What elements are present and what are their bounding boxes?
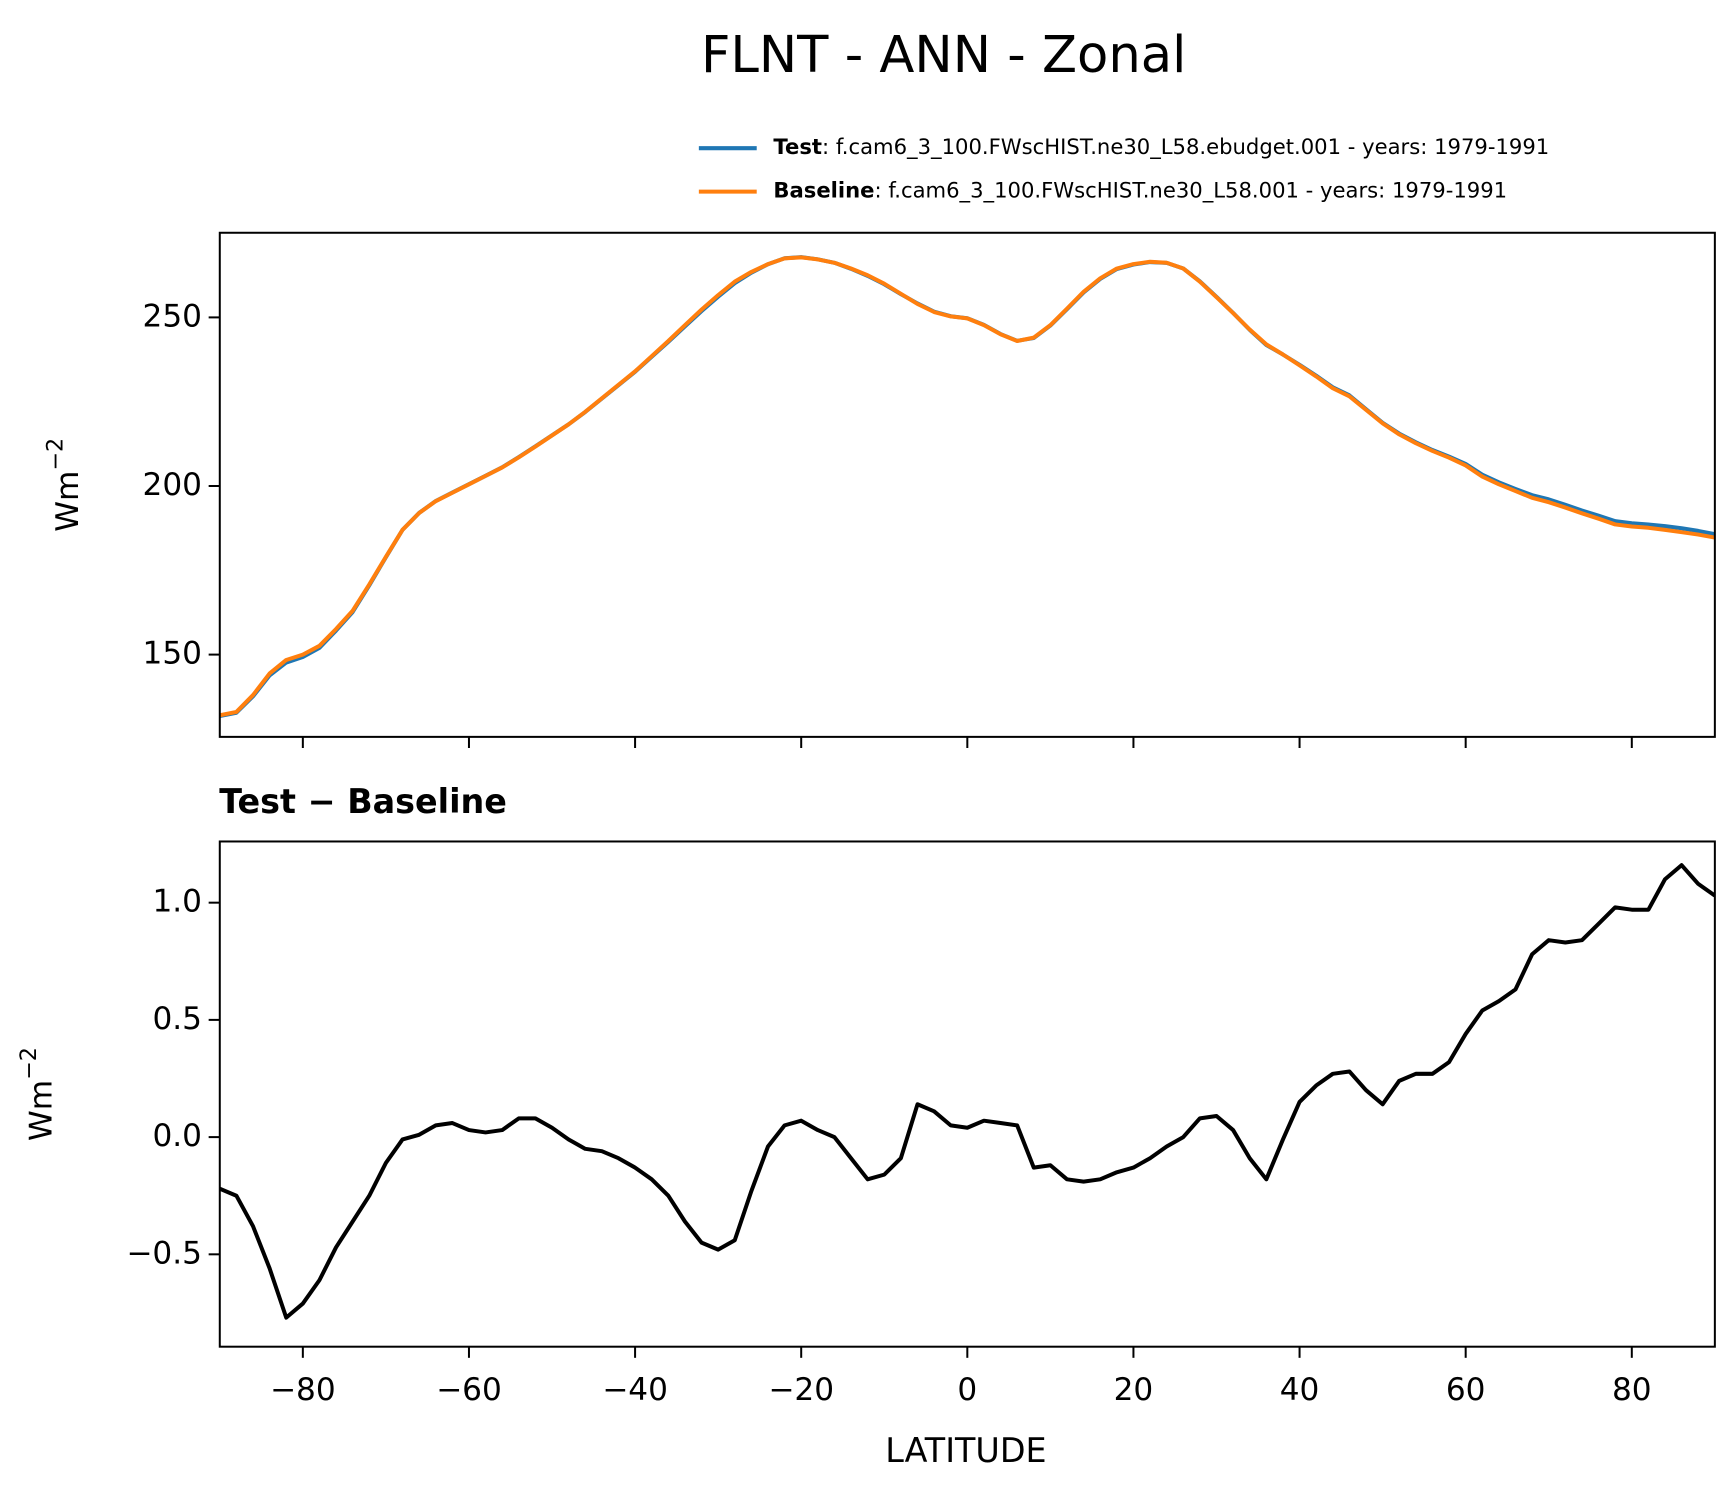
data-line — [219, 863, 1715, 1320]
x-tick-label: 0 — [957, 1372, 977, 1408]
legend-source: : f.cam6_3_100.FWscHIST.ne30_L58.ebudget… — [822, 134, 1549, 160]
subtitle: Test − Baseline — [219, 782, 507, 821]
y-tick-label: −0.5 — [126, 1235, 202, 1271]
x-tick-label: 80 — [1612, 1372, 1652, 1408]
x-tick-label: −60 — [436, 1372, 502, 1408]
y-axis-label-base: Wm — [50, 471, 86, 532]
x-tick-label: −20 — [768, 1372, 834, 1408]
data-line — [219, 255, 1715, 718]
legend-label: Baseline: f.cam6_3_100.FWscHIST.ne30_L58… — [773, 178, 1507, 204]
y-axis-label: Wm−2 — [42, 438, 86, 532]
x-tick-label: 20 — [1114, 1372, 1154, 1408]
legend-name: Baseline — [773, 178, 874, 203]
legend-source: : f.cam6_3_100.FWscHIST.ne30_L58.001 - y… — [875, 178, 1508, 204]
axes-frame — [218, 840, 1716, 1348]
chart-title: FLNT - ANN - Zonal — [701, 25, 1186, 85]
y-tick-label: 150 — [143, 636, 202, 672]
y-axis-label: Wm−2 — [15, 1047, 59, 1141]
y-tick-label: 0.0 — [152, 1118, 202, 1154]
y-tick-label: 200 — [143, 467, 202, 503]
y-tick-label: 0.5 — [152, 1001, 202, 1037]
y-axis-label-sup: −2 — [42, 438, 68, 471]
y-tick-label: 250 — [143, 298, 202, 334]
x-tick-label: −80 — [270, 1372, 336, 1408]
y-axis-label-base: Wm — [23, 1080, 59, 1141]
legend-label: Test: f.cam6_3_100.FWscHIST.ne30_L58.ebu… — [773, 134, 1549, 160]
axes-frame — [218, 231, 1716, 738]
y-tick-label: 1.0 — [152, 884, 202, 920]
legend-name: Test — [773, 134, 822, 159]
x-tick-label: −40 — [602, 1372, 668, 1408]
x-tick-label: 40 — [1280, 1372, 1320, 1408]
x-tick-label: 60 — [1446, 1372, 1486, 1408]
y-axis-label-sup: −2 — [15, 1047, 41, 1080]
x-axis-label: LATITUDE — [885, 1431, 1046, 1470]
